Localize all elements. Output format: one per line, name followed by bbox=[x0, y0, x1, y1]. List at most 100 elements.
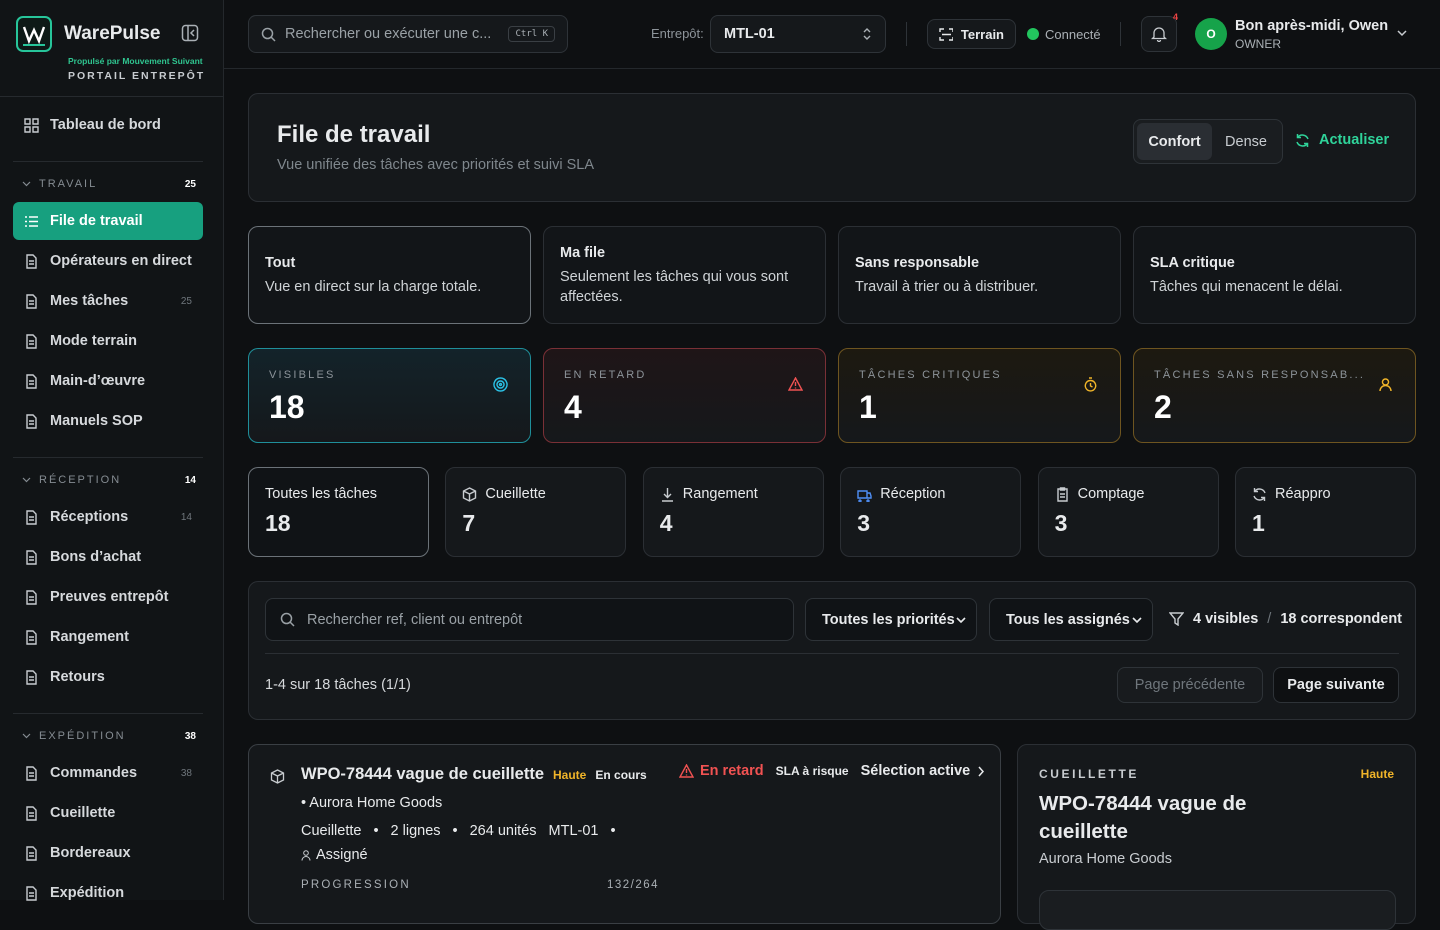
avatar[interactable]: O bbox=[1195, 18, 1227, 50]
section-title: EXPÉDITION bbox=[39, 730, 126, 742]
kpi-label: TÂCHES CRITIQUES bbox=[859, 369, 1002, 381]
nav-label: Réceptions bbox=[50, 509, 129, 525]
page-header: File de travail Vue unifiée des tâches a… bbox=[248, 93, 1416, 202]
assignee: Assigné bbox=[301, 847, 368, 863]
quick-filter-card[interactable]: Sans responsable Travail à trier ou à dis… bbox=[838, 226, 1121, 324]
section-count: 14 bbox=[184, 474, 196, 486]
global-search[interactable]: Rechercher ou exécuter une c... Ctrl K bbox=[248, 15, 568, 53]
nav-item[interactable]: Rangement bbox=[13, 618, 203, 656]
notification-count: 4 bbox=[1173, 12, 1179, 22]
user-menu-chevron[interactable] bbox=[1396, 28, 1408, 38]
nav-label: Main-d’œuvre bbox=[50, 373, 146, 389]
kpi-value: 2 bbox=[1154, 389, 1172, 425]
section-title: RÉCEPTION bbox=[39, 474, 122, 486]
category-label: Cueillette bbox=[462, 486, 546, 502]
nav-count: 14 bbox=[180, 511, 192, 523]
notifications-button[interactable] bbox=[1141, 16, 1177, 52]
bullet: • bbox=[452, 823, 458, 839]
icon bbox=[1252, 487, 1267, 502]
icon-shape bbox=[463, 486, 477, 502]
role: OWNER bbox=[1235, 37, 1281, 51]
icon-shape bbox=[25, 215, 38, 227]
quick-filter-title: Sans responsable bbox=[855, 255, 980, 271]
nav-item[interactable]: Mode terrain bbox=[13, 322, 203, 360]
nav-section[interactable]: TRAVAIL 25 bbox=[22, 178, 196, 190]
category-name: Toutes les tâches bbox=[265, 486, 378, 502]
icon bbox=[788, 377, 803, 392]
quick-filter-card[interactable]: Tout Vue en direct sur la charge totale. bbox=[248, 226, 531, 324]
matching-count: 18 correspondent bbox=[1280, 611, 1402, 627]
category-card[interactable]: Comptage 3 bbox=[1037, 467, 1219, 557]
category-name: Cueillette bbox=[485, 486, 546, 502]
density-toggle: Confort Dense bbox=[1133, 119, 1283, 164]
icon bbox=[857, 487, 872, 502]
nav-item[interactable]: Opérateurs en direct bbox=[13, 242, 203, 280]
quick-filter-card[interactable]: SLA critique Tâches qui menacent le délai… bbox=[1133, 226, 1416, 324]
kpi-card: TÂCHES SANS RESPONSAB... 2 bbox=[1133, 348, 1416, 443]
next-page-button[interactable]: Page suivante bbox=[1273, 667, 1399, 703]
nav-label: Expédition bbox=[50, 885, 125, 901]
nav-item[interactable]: Preuves entrepôt bbox=[13, 578, 203, 616]
assignee-select[interactable]: Tous les assignés bbox=[989, 598, 1153, 641]
category-card[interactable]: Toutes les tâches 18 bbox=[248, 467, 429, 557]
nav-item[interactable]: Manuels SOP bbox=[13, 402, 203, 440]
divider bbox=[13, 457, 203, 458]
nav-item[interactable]: Cueillette bbox=[13, 794, 203, 832]
refresh-label: Actualiser bbox=[1319, 132, 1390, 148]
warehouse-label: Entrepôt: bbox=[651, 26, 704, 41]
icon-shape bbox=[26, 845, 37, 861]
nav-section[interactable]: EXPÉDITION 38 bbox=[22, 730, 196, 742]
category-card[interactable]: Réception 3 bbox=[840, 467, 1022, 557]
kpi-card: EN RETARD 4 bbox=[543, 348, 826, 443]
icon bbox=[24, 549, 39, 565]
nav-item[interactable]: Bordereaux bbox=[13, 834, 203, 872]
warehouse-select[interactable]: MTL-01 bbox=[710, 15, 886, 53]
nav-item[interactable]: Tableau de bord bbox=[13, 106, 203, 144]
filter-panel: Rechercher ref, client ou entrepôt Toute… bbox=[248, 581, 1416, 720]
nav-item[interactable]: Mes tâches 25 bbox=[13, 282, 203, 320]
nav-item[interactable]: Main-d’œuvre bbox=[13, 362, 203, 400]
topbar-border bbox=[224, 68, 1440, 69]
nav-section[interactable]: RÉCEPTION 14 bbox=[22, 474, 196, 486]
task-search[interactable]: Rechercher ref, client ou entrepôt bbox=[265, 598, 794, 641]
category-card[interactable]: Réappro 1 bbox=[1235, 467, 1416, 557]
refresh-button[interactable]: Actualiser bbox=[1295, 132, 1389, 148]
quick-filter-card[interactable]: Ma file Seulement les tâches qui vous son… bbox=[543, 226, 826, 324]
detail-title: WPO-78444 vague de cueillette bbox=[1039, 792, 1247, 843]
nav-item[interactable]: Expédition bbox=[13, 874, 203, 912]
task-card[interactable]: WPO-78444 vague de cueillette Haute En c… bbox=[248, 744, 1001, 924]
bullet: • bbox=[610, 823, 616, 839]
mode-option-active[interactable]: Confort bbox=[1137, 123, 1212, 160]
icon-shape bbox=[1379, 378, 1392, 392]
icon-shape bbox=[26, 373, 37, 389]
icon bbox=[24, 885, 39, 901]
action-label: Sélection active bbox=[860, 763, 971, 779]
nav-item[interactable]: Bons d’achat bbox=[13, 538, 203, 576]
nav-count: 25 bbox=[180, 295, 192, 307]
select-arrows bbox=[863, 28, 871, 40]
select-action[interactable]: Sélection active bbox=[861, 763, 986, 779]
icon bbox=[24, 293, 39, 309]
icon-shape bbox=[1253, 487, 1266, 501]
nav-item[interactable]: Commandes 38 bbox=[13, 754, 203, 792]
field-button[interactable]: Terrain bbox=[927, 19, 1016, 49]
previous-page-button[interactable]: Page précédente bbox=[1117, 667, 1263, 703]
category-card[interactable]: Rangement 4 bbox=[642, 467, 824, 557]
nav-label: Commandes bbox=[50, 765, 138, 781]
nav-label: Bordereaux bbox=[50, 845, 131, 861]
priority-select[interactable]: Toutes les priorités bbox=[805, 598, 977, 641]
icon-shape bbox=[26, 589, 37, 605]
nav-item[interactable]: File de travail bbox=[13, 202, 203, 240]
collapse-button[interactable] bbox=[181, 24, 199, 42]
nav-item[interactable]: Retours bbox=[13, 658, 203, 696]
category-card[interactable]: Cueillette 7 bbox=[445, 467, 627, 557]
nav-item[interactable]: Réceptions 14 bbox=[13, 498, 203, 536]
line-count: 2 lignes bbox=[390, 823, 441, 839]
category-count: 3 bbox=[1054, 510, 1068, 536]
icon bbox=[24, 253, 39, 269]
icon-shape bbox=[26, 333, 37, 349]
mode-option[interactable]: Dense bbox=[1225, 133, 1267, 150]
nav-label: Cueillette bbox=[50, 805, 116, 821]
